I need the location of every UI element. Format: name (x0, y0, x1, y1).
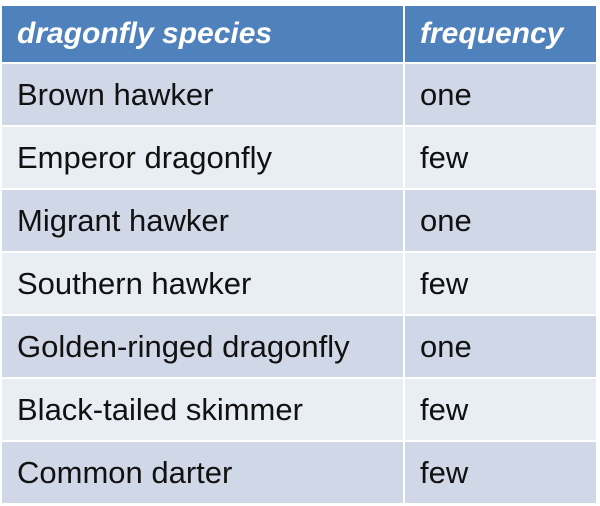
species-cell: Southern hawker (17, 265, 252, 301)
dragonfly-table: dragonfly species frequency Brown hawker… (2, 6, 596, 503)
frequency-cell: few (403, 442, 596, 503)
species-cell: Migrant hawker (17, 202, 229, 238)
table-row: Southern hawker few (2, 251, 596, 314)
species-cell: Emperor dragonfly (17, 139, 273, 175)
table-header-row: dragonfly species frequency (2, 6, 596, 62)
species-cell: Common darter (17, 454, 233, 490)
table-row: Black-tailed skimmer few (2, 377, 596, 440)
species-cell: Golden-ringed dragonfly (17, 328, 350, 364)
frequency-cell: one (403, 316, 596, 377)
frequency-cell: one (403, 64, 596, 125)
frequency-cell: one (403, 190, 596, 251)
species-cell: Brown hawker (17, 76, 214, 112)
header-frequency: frequency (403, 6, 596, 62)
table-row: Emperor dragonfly few (2, 125, 596, 188)
frequency-cell: few (403, 253, 596, 314)
species-cell: Black-tailed skimmer (17, 391, 303, 427)
frequency-cell: few (403, 379, 596, 440)
table-row: Migrant hawker one (2, 188, 596, 251)
table-row: Common darter few (2, 440, 596, 503)
table-row: Brown hawker one (2, 62, 596, 125)
header-species: dragonfly species (17, 17, 273, 50)
frequency-cell: few (403, 127, 596, 188)
table-row: Golden-ringed dragonfly one (2, 314, 596, 377)
